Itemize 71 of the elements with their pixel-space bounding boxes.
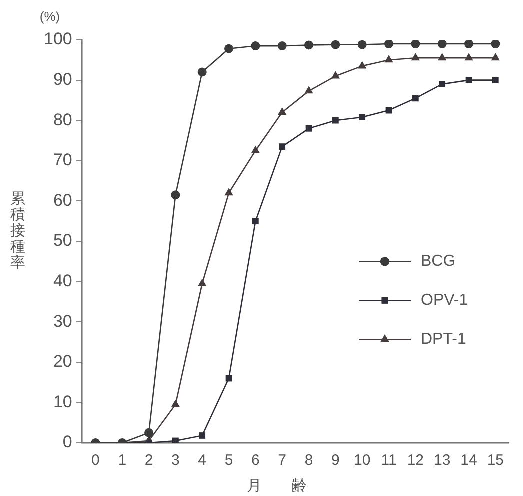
y-tick-label: 70: [53, 150, 72, 170]
x-tick-label: 8: [304, 452, 314, 470]
x-tick-label: 6: [252, 452, 260, 470]
point: [438, 40, 447, 49]
x-tick-label: 10: [354, 452, 371, 470]
point: [384, 40, 394, 49]
legend-label: BCG: [421, 253, 456, 270]
point: [491, 53, 500, 61]
point: [198, 68, 207, 77]
point: [304, 40, 314, 50]
y-tick-label: 90: [53, 70, 72, 89]
point: [331, 71, 340, 79]
point: [491, 40, 500, 49]
y-axis-title: 累積接種率: [10, 190, 26, 272]
point: [331, 40, 340, 50]
x-tick-label: 5: [224, 452, 234, 470]
point: [384, 55, 394, 63]
x-tick-label: 2: [144, 452, 154, 470]
point: [466, 77, 472, 84]
point: [438, 53, 447, 61]
point: [439, 81, 446, 88]
point: [279, 144, 286, 150]
y-tick-label: 30: [53, 312, 72, 331]
point: [412, 95, 419, 102]
point: [199, 432, 206, 439]
point: [144, 428, 154, 438]
point: [306, 125, 312, 132]
y-tick-label: 0: [62, 432, 72, 452]
point: [332, 117, 339, 124]
point: [464, 53, 474, 61]
y-tick-label: 10: [53, 392, 72, 412]
x-tick-label: 1: [118, 452, 127, 470]
x-tick-label: 4: [198, 452, 207, 470]
point: [464, 40, 474, 49]
point: [251, 146, 260, 154]
point: [411, 53, 420, 61]
x-tick-label: 3: [172, 452, 180, 470]
y-tick-label: 50: [53, 231, 72, 250]
x-tick-label: 12: [407, 452, 424, 470]
point: [251, 42, 260, 51]
point: [358, 40, 367, 50]
point: [198, 278, 207, 286]
y-tick-label: 80: [53, 110, 72, 130]
legend-label: OPV-1: [421, 292, 468, 310]
point: [171, 190, 180, 200]
x-tick-label: 14: [460, 452, 478, 470]
y-tick-label: 100: [44, 30, 72, 49]
y-tick-label: 40: [53, 271, 72, 290]
point: [252, 218, 259, 225]
point: [304, 86, 314, 94]
x-axis-title: 月 齢: [247, 478, 308, 495]
point: [224, 44, 234, 54]
x-tick-label: 13: [434, 452, 451, 470]
point: [171, 400, 180, 408]
point: [278, 108, 287, 116]
y-tick-label: 20: [53, 352, 72, 372]
x-tick-label: 0: [92, 452, 100, 470]
point: [278, 42, 287, 51]
x-tick-label: 15: [487, 452, 504, 470]
point: [492, 77, 499, 84]
point: [224, 188, 234, 196]
y-tick-label: 60: [53, 190, 72, 210]
point: [358, 61, 367, 69]
point: [359, 114, 366, 121]
point: [411, 40, 420, 49]
legend-label: DPT-1: [421, 331, 466, 348]
x-tick-label: 9: [332, 452, 340, 470]
point: [172, 438, 179, 443]
x-tick-label: 11: [381, 452, 397, 470]
text: (%): [40, 9, 60, 24]
x-tick-label: 7: [278, 452, 287, 470]
